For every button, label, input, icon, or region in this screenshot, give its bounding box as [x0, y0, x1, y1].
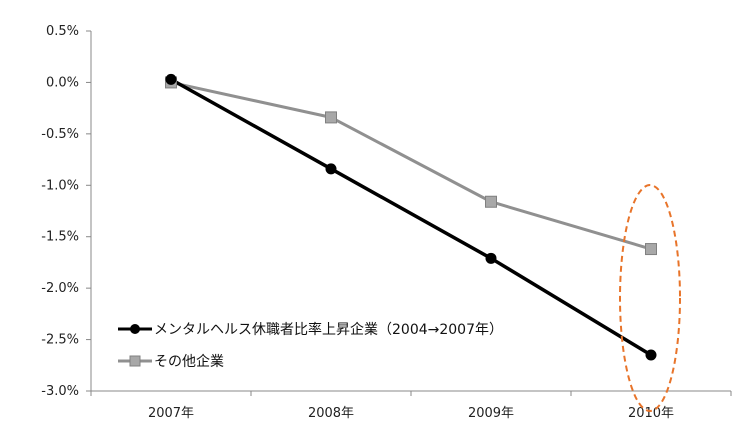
data-point-s1-3 — [645, 243, 657, 256]
x-tick-label: 2009年 — [468, 406, 514, 421]
data-point-s1-1 — [325, 111, 337, 124]
data-point-s0-0 — [165, 73, 177, 85]
legend-swatch-marker — [129, 355, 141, 367]
series-line-1 — [170, 80, 652, 251]
data-point-s0-3 — [645, 349, 657, 361]
y-tick-label: -1.5% — [41, 230, 79, 245]
legend-swatch-marker — [130, 324, 140, 334]
y-tick-label: -2.0% — [41, 281, 79, 296]
data-point-s0-1 — [325, 163, 337, 175]
y-tick-label: -0.5% — [41, 127, 79, 142]
highlight-ellipse — [619, 184, 681, 412]
chart-legend: メンタルヘルス休職者比率上昇企業（2004→2007年） その他企業 — [118, 321, 503, 370]
x-tick-label: 2010年 — [628, 406, 674, 421]
series-markers — [165, 73, 657, 361]
series-lines — [170, 77, 652, 357]
y-tick-label: -3.0% — [41, 384, 79, 399]
data-point-s1-2 — [485, 195, 497, 208]
y-tick-label: -1.0% — [41, 178, 79, 193]
y-tick-label: -2.5% — [41, 333, 79, 348]
x-tick-label: 2007年 — [148, 406, 194, 421]
y-tick-label: 0.5% — [46, 24, 79, 39]
y-tick-labels: 0.5% 0.0% -0.5% -1.0% -1.5% -2.0% -2.5% -3.0% — [41, 24, 79, 399]
legend-label: メンタルヘルス休職者比率上昇企業（2004→2007年） — [154, 321, 503, 338]
data-point-s0-2 — [485, 252, 497, 264]
x-tick-label: 2008年 — [308, 406, 354, 421]
series-line-0 — [170, 77, 652, 357]
legend-label: その他企業 — [154, 353, 224, 370]
legend-item-0: メンタルヘルス休職者比率上昇企業（2004→2007年） — [118, 321, 503, 338]
y-tick-label: 0.0% — [46, 75, 79, 90]
x-tick-labels: 2007年 2008年 2009年 2010年 — [148, 406, 674, 421]
chart-axes — [86, 30, 732, 396]
legend-item-1: その他企業 — [118, 353, 224, 370]
highlight-annotation — [619, 184, 681, 412]
